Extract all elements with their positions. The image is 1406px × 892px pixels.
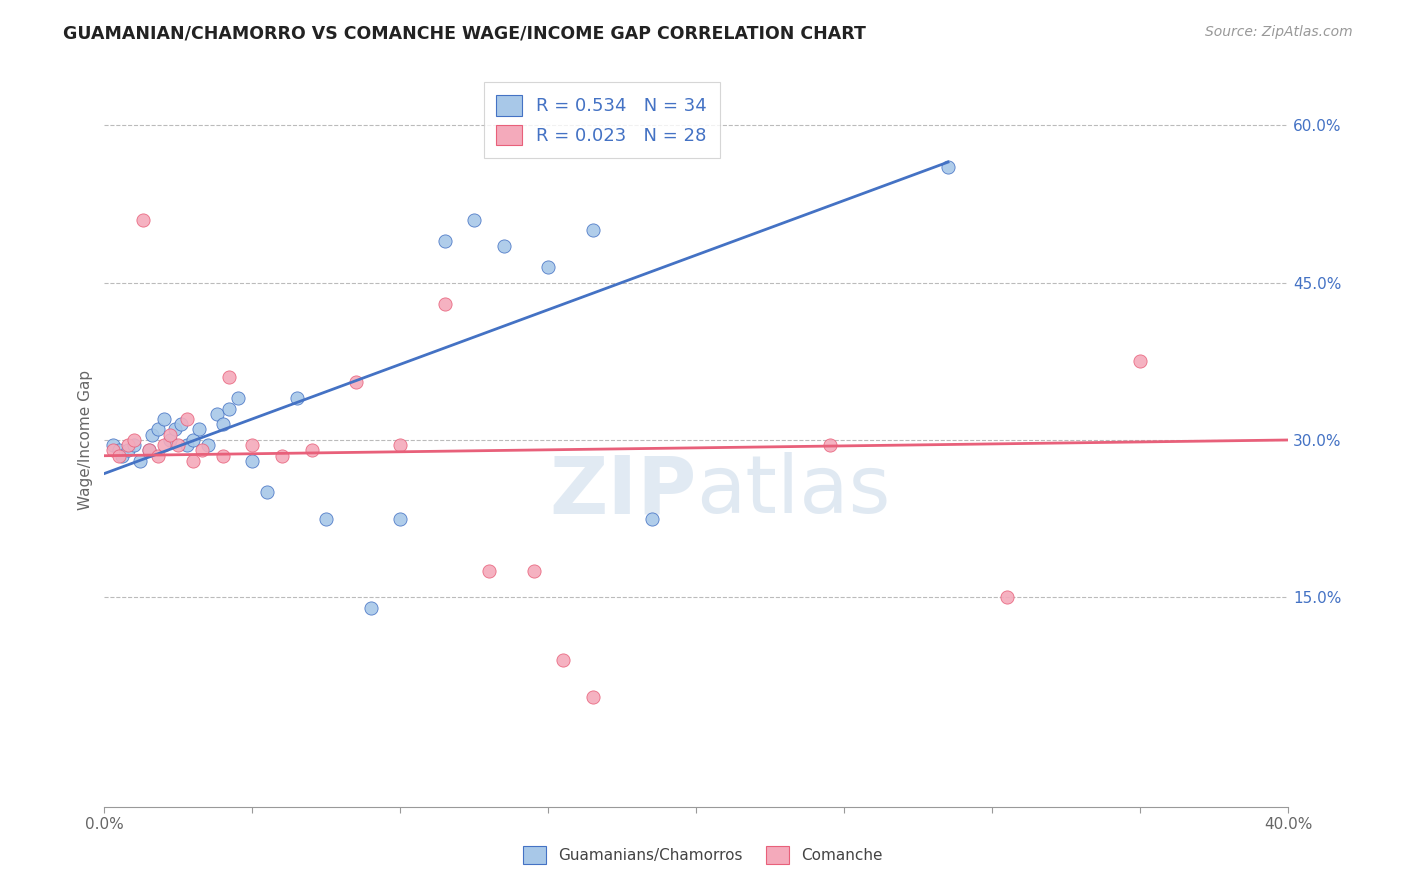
Point xyxy=(537,260,560,274)
Point xyxy=(117,443,139,458)
Point xyxy=(301,443,323,458)
Point xyxy=(523,564,546,578)
Point xyxy=(315,511,337,525)
Point xyxy=(818,438,841,452)
Point xyxy=(188,422,211,436)
Point xyxy=(389,438,412,452)
Point xyxy=(582,690,605,704)
Point xyxy=(165,422,187,436)
Point xyxy=(108,449,131,463)
Point xyxy=(181,454,204,468)
Point xyxy=(218,401,240,416)
Point xyxy=(433,234,456,248)
Text: ZIP: ZIP xyxy=(550,452,696,531)
Point xyxy=(242,454,264,468)
Point xyxy=(582,223,605,237)
Point xyxy=(146,449,169,463)
Point xyxy=(936,161,959,175)
Point xyxy=(176,412,198,426)
Point xyxy=(152,438,174,452)
Point xyxy=(132,212,155,227)
Point xyxy=(103,438,125,452)
Point xyxy=(197,438,219,452)
Point xyxy=(226,391,249,405)
Legend: Guamanians/Chamorros, Comanche: Guamanians/Chamorros, Comanche xyxy=(515,837,891,873)
Point xyxy=(159,427,181,442)
Point xyxy=(167,438,190,452)
Legend: R = 0.534   N = 34, R = 0.023   N = 28: R = 0.534 N = 34, R = 0.023 N = 28 xyxy=(484,82,720,158)
Point xyxy=(344,376,367,390)
Point xyxy=(218,370,240,384)
Point xyxy=(129,454,152,468)
Point xyxy=(641,511,664,525)
Point xyxy=(211,417,233,432)
Point xyxy=(553,653,575,667)
Point xyxy=(117,438,139,452)
Point xyxy=(176,438,198,452)
Y-axis label: Wage/Income Gap: Wage/Income Gap xyxy=(79,370,93,510)
Point xyxy=(1129,354,1152,368)
Point xyxy=(108,443,131,458)
Text: GUAMANIAN/CHAMORRO VS COMANCHE WAGE/INCOME GAP CORRELATION CHART: GUAMANIAN/CHAMORRO VS COMANCHE WAGE/INCO… xyxy=(63,25,866,43)
Point xyxy=(138,443,160,458)
Point xyxy=(360,600,382,615)
Point xyxy=(181,433,204,447)
Point xyxy=(492,239,515,253)
Point xyxy=(159,433,181,447)
Point xyxy=(271,449,294,463)
Text: atlas: atlas xyxy=(696,452,891,531)
Point xyxy=(152,412,174,426)
Point xyxy=(242,438,264,452)
Point xyxy=(138,443,160,458)
Point xyxy=(146,422,169,436)
Point xyxy=(433,296,456,310)
Point xyxy=(463,212,485,227)
Point xyxy=(111,449,134,463)
Point xyxy=(103,443,125,458)
Point xyxy=(285,391,308,405)
Point xyxy=(170,417,193,432)
Point xyxy=(389,511,412,525)
Text: Source: ZipAtlas.com: Source: ZipAtlas.com xyxy=(1205,25,1353,39)
Point xyxy=(191,443,214,458)
Point xyxy=(122,438,145,452)
Point xyxy=(995,591,1018,605)
Point xyxy=(122,433,145,447)
Point xyxy=(211,449,233,463)
Point xyxy=(141,427,163,442)
Point xyxy=(256,485,278,500)
Point xyxy=(205,407,228,421)
Point xyxy=(478,564,501,578)
